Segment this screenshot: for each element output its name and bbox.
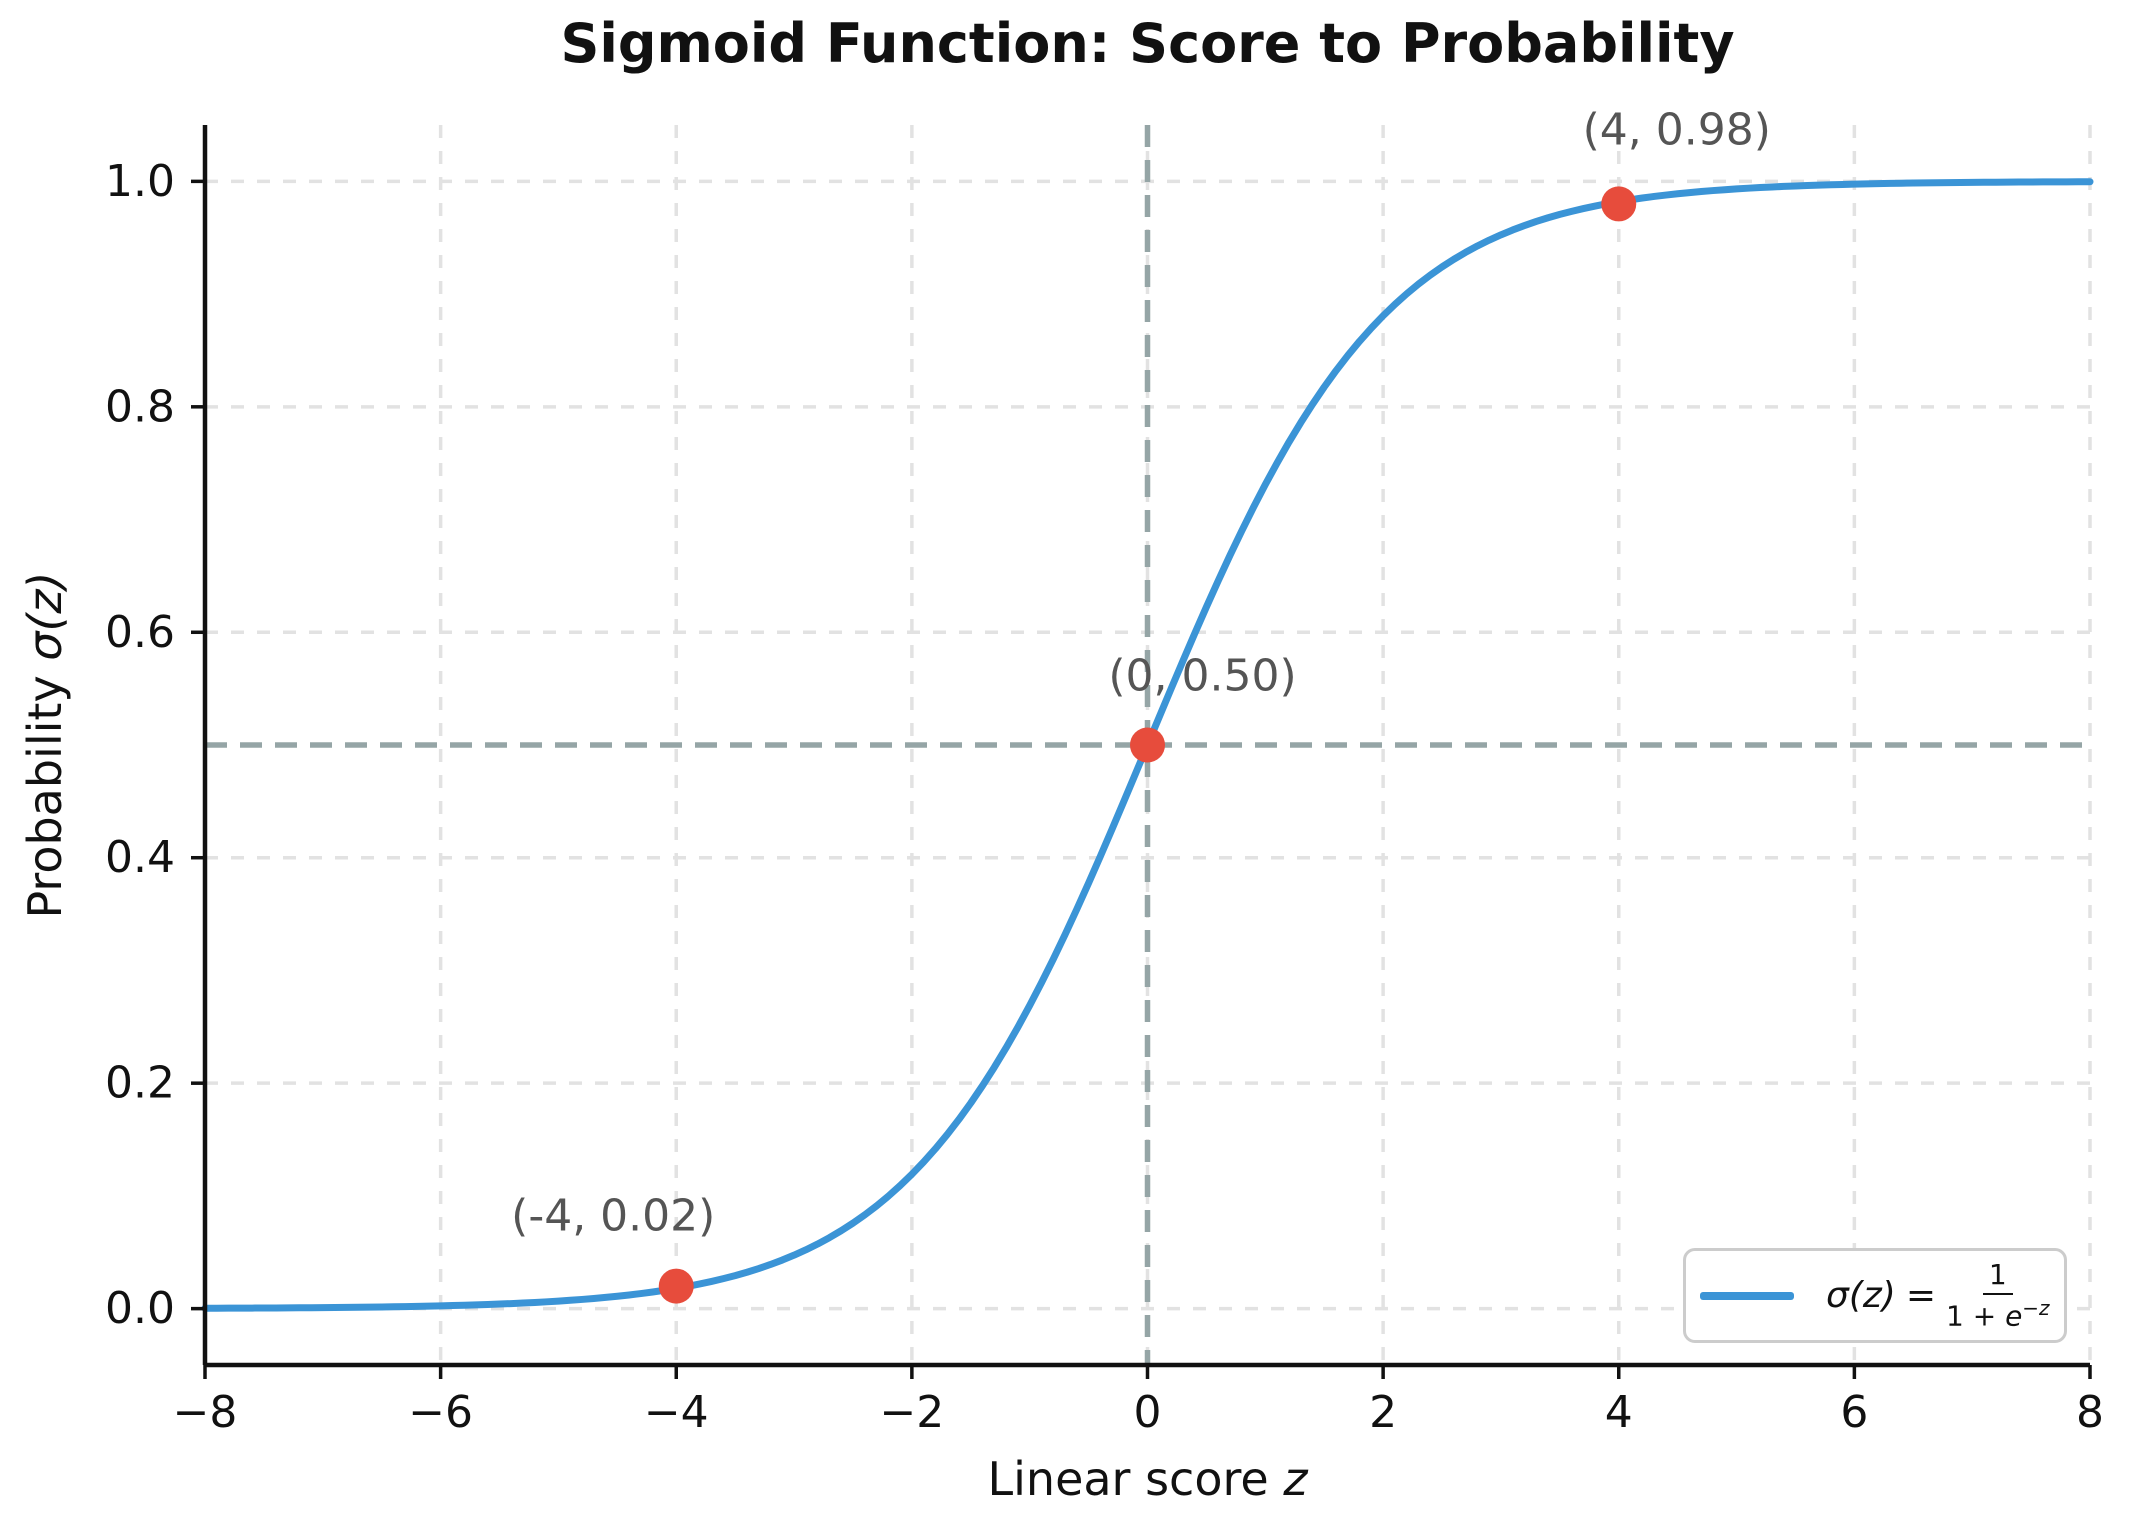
legend-den-e: e [2005, 1299, 2023, 1333]
legend-den-exponent: −z [2022, 1295, 2050, 1320]
x-axis-label: Linear score z [205, 1452, 2090, 1506]
y-axis-label-math: σ(z) [18, 571, 72, 661]
x-tick-label: 4 [1605, 1387, 1633, 1438]
data-point-marker [1601, 186, 1637, 222]
x-tick-label: −6 [408, 1387, 473, 1438]
legend-fraction-numerator: 1 [1982, 1258, 2013, 1295]
y-tick-label: 0.8 [105, 381, 175, 432]
y-tick-label: 0.6 [105, 607, 175, 658]
legend-line-sample [1700, 1291, 1794, 1300]
legend-sigma-term: σ(z) [1826, 1274, 1896, 1316]
data-point-marker [658, 1268, 694, 1304]
x-axis-label-math: z [1283, 1452, 1308, 1506]
data-point-marker [1130, 727, 1165, 763]
x-tick-label: 6 [1840, 1387, 1868, 1438]
x-tick-label: 8 [2076, 1387, 2104, 1438]
x-tick-label: 0 [1134, 1387, 1162, 1438]
legend-formula-label: σ(z) = 1 1 + e−z [1826, 1258, 2050, 1333]
x-tick-label: −4 [644, 1387, 709, 1438]
legend-equals: = [1905, 1274, 1936, 1316]
legend-fraction: 1 1 + e−z [1946, 1258, 2050, 1333]
y-tick-label: 0.2 [105, 1058, 175, 1109]
x-tick-label: −2 [879, 1387, 944, 1438]
legend-fraction-denominator: 1 + e−z [1946, 1295, 2050, 1333]
legend-den-base: 1 + [1945, 1299, 2006, 1333]
legend: σ(z) = 1 1 + e−z [1683, 1248, 2067, 1343]
point-annotation: (0, 0.50) [1108, 651, 1296, 702]
y-tick-label: 0.4 [105, 832, 175, 883]
plot-area: −8 −6 −4 −2 0 2 4 6 8 0.0 0.2 0.4 0.6 0.8 1.0 (-4, 0.02… [105, 104, 2104, 1438]
x-axis-label-text: Linear score [987, 1452, 1269, 1506]
sigmoid-chart-svg: −8 −6 −4 −2 0 2 4 6 8 0.0 0.2 0.4 0.6 0.8 1.0 (-4, 0.02… [105, 104, 2104, 1438]
y-tick-label: 1.0 [105, 156, 175, 207]
y-axis-label: Probability σ(z) [18, 572, 72, 919]
x-tick-label: −8 [173, 1387, 238, 1438]
point-annotation: (4, 0.98) [1583, 104, 1771, 155]
y-tick-label: 0.0 [105, 1283, 175, 1334]
x-tick-label: 2 [1369, 1387, 1397, 1438]
chart-title: Sigmoid Function: Score to Probability [560, 12, 1735, 75]
point-annotation: (-4, 0.02) [511, 1191, 715, 1242]
y-axis-label-text: Probability [18, 675, 72, 919]
